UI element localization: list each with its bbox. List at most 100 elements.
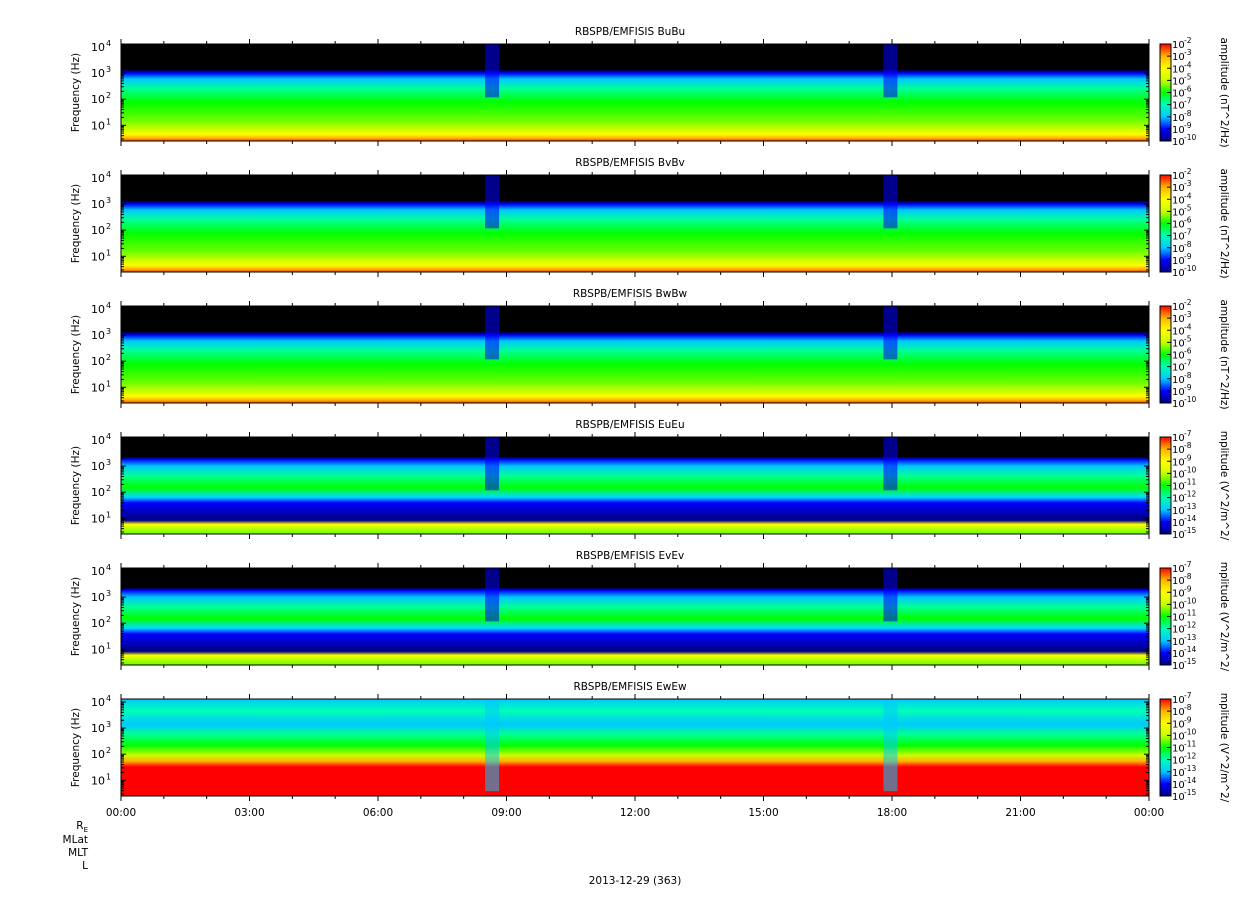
- colorbar-tick-label: 10: [1172, 314, 1185, 325]
- colorbar-tick-exponent: -9: [1184, 584, 1192, 593]
- y-tick-label: 10: [91, 512, 105, 525]
- y-tick-exponent: 1: [106, 117, 111, 126]
- colorbar-tick-label: 10: [1172, 469, 1185, 480]
- y-tick-label: 10: [91, 67, 105, 80]
- panel-title: RBSPB/EMFISIS EuEu: [575, 419, 684, 431]
- colorbar-tick-exponent: -10: [1184, 727, 1196, 736]
- ephemeris-label-l: L: [82, 860, 88, 872]
- colorbar-tick-label: 10: [1172, 792, 1185, 803]
- colorbar-tick-label: 10: [1172, 256, 1185, 267]
- colorbar-tick-label: 10: [1172, 195, 1185, 206]
- y-tick-label: 10: [91, 565, 105, 578]
- y-tick-exponent: 3: [106, 458, 111, 467]
- colorbar-tick-exponent: -7: [1184, 691, 1192, 700]
- emission-band: [485, 44, 500, 98]
- colorbar-tick-exponent: -2: [1184, 36, 1192, 45]
- y-tick-label: 10: [91, 198, 105, 211]
- y-tick-label: 10: [91, 250, 105, 263]
- y-tick-label: 10: [91, 41, 105, 54]
- emission-band: [485, 568, 500, 622]
- colorbar-tick-exponent: -4: [1184, 322, 1192, 331]
- y-tick-label: 10: [91, 93, 105, 106]
- y-tick-exponent: 3: [106, 65, 111, 74]
- colorbar-tick-label: 10: [1172, 171, 1185, 182]
- y-tick-label: 10: [91, 434, 105, 447]
- colorbar-tick-exponent: -10: [1184, 264, 1196, 273]
- colorbar-tick-exponent: -8: [1184, 441, 1192, 450]
- y-tick-label: 10: [91, 591, 105, 604]
- x-tick-label: 18:00: [877, 807, 907, 819]
- colorbar-tick-label: 10: [1172, 600, 1185, 611]
- y-tick-exponent: 1: [106, 772, 111, 781]
- colorbar-tick-exponent: -6: [1184, 347, 1192, 356]
- colorbar-tick-exponent: -7: [1184, 560, 1192, 569]
- y-axis-label: Frequency (Hz): [70, 577, 82, 656]
- colorbar-tick-label: 10: [1172, 564, 1185, 575]
- emission-band: [883, 437, 898, 491]
- colorbar-tick-exponent: -11: [1184, 478, 1196, 487]
- colorbar-tick-label: 10: [1172, 268, 1185, 279]
- colorbar-tick-label: 10: [1172, 744, 1185, 755]
- y-tick-label: 10: [91, 172, 105, 185]
- y-tick-label: 10: [91, 617, 105, 630]
- x-tick-label: 12:00: [620, 807, 650, 819]
- y-tick-exponent: 4: [106, 39, 111, 48]
- y-tick-label: 10: [91, 355, 105, 368]
- colorbar-label: amplitude (nT^2/Hz): [1218, 37, 1230, 147]
- colorbar-tick-exponent: -15: [1184, 526, 1196, 535]
- panel-title: RBSPB/EMFISIS BvBv: [575, 157, 684, 169]
- y-tick-label: 10: [91, 329, 105, 342]
- colorbar-tick-exponent: -5: [1184, 203, 1192, 212]
- ephemeris-label-re: RE: [76, 820, 88, 835]
- colorbar-tick-label: 10: [1172, 244, 1185, 255]
- colorbar-tick-exponent: -8: [1184, 703, 1192, 712]
- colorbar-tick-label: 10: [1172, 780, 1185, 791]
- emission-band: [883, 699, 898, 792]
- colorbar-tick-exponent: -5: [1184, 334, 1192, 343]
- y-tick-exponent: 1: [106, 248, 111, 257]
- colorbar-tick-exponent: -14: [1184, 776, 1196, 785]
- colorbar-tick-label: 10: [1172, 399, 1185, 410]
- y-tick-label: 10: [91, 486, 105, 499]
- colorbar-tick-label: 10: [1172, 445, 1185, 456]
- colorbar-label: mplitude (V^2/m^2/: [1218, 562, 1230, 672]
- colorbar-tick-label: 10: [1172, 576, 1185, 587]
- y-tick-exponent: 2: [106, 746, 111, 755]
- colorbar-tick-exponent: -13: [1184, 764, 1196, 773]
- emission-band: [485, 175, 500, 229]
- colorbar-tick-exponent: -13: [1184, 633, 1196, 642]
- colorbar-tick-exponent: -4: [1184, 60, 1192, 69]
- colorbar-label: mplitude (V^2/m^2/: [1218, 431, 1230, 541]
- colorbar-tick-exponent: -9: [1184, 383, 1192, 392]
- ephemeris-label-mlt: MLT: [68, 847, 88, 859]
- y-tick-exponent: 3: [106, 327, 111, 336]
- colorbar-tick-exponent: -11: [1184, 740, 1196, 749]
- y-tick-label: 10: [91, 381, 105, 394]
- emission-band: [883, 568, 898, 622]
- colorbar-tick-label: 10: [1172, 433, 1185, 444]
- colorbar-tick-exponent: -12: [1184, 490, 1196, 499]
- y-tick-label: 10: [91, 119, 105, 132]
- y-tick-exponent: 1: [106, 379, 111, 388]
- colorbar-tick-label: 10: [1172, 613, 1185, 624]
- colorbar-tick-label: 10: [1172, 637, 1185, 648]
- colorbar-label: amplitude (nT^2/Hz): [1218, 168, 1230, 278]
- colorbar-tick-exponent: -10: [1184, 596, 1196, 605]
- spectrogram-image: [121, 44, 1149, 141]
- colorbar-tick-exponent: -13: [1184, 502, 1196, 511]
- colorbar-tick-label: 10: [1172, 326, 1185, 337]
- panel-title: RBSPB/EMFISIS EvEv: [576, 550, 684, 562]
- panel-title: RBSPB/EMFISIS BuBu: [575, 26, 685, 38]
- colorbar-tick-exponent: -14: [1184, 645, 1196, 654]
- y-axis-label: Frequency (Hz): [70, 53, 82, 132]
- x-tick-label: 03:00: [234, 807, 264, 819]
- colorbar-tick-exponent: -4: [1184, 191, 1192, 200]
- y-tick-label: 10: [91, 774, 105, 787]
- colorbar-tick-exponent: -14: [1184, 514, 1196, 523]
- x-tick-label: 00:00: [106, 807, 136, 819]
- colorbar-tick-exponent: -9: [1184, 252, 1192, 261]
- colorbar-tick-exponent: -3: [1184, 310, 1192, 319]
